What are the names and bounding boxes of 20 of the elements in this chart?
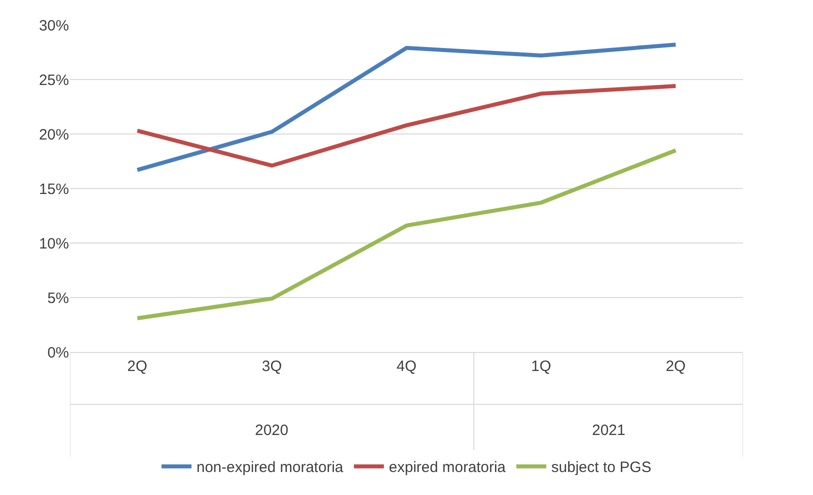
line-series (135, 84, 678, 168)
text: 2020 (255, 422, 288, 439)
line-series (135, 148, 678, 320)
legend-label: non-expired moratoria (196, 459, 344, 476)
y-tick-label: 20% (38, 126, 69, 144)
x-tick-label: 3Q (262, 358, 282, 375)
y-tick-label: 0% (47, 344, 69, 362)
legend-label: subject to PGS (551, 459, 652, 476)
x-tick-label: 4Q (396, 358, 417, 375)
legend-label: expired moratoria (388, 459, 506, 476)
x-tick-label: 2Q (127, 358, 148, 375)
x-tick-label: 2Q (666, 358, 686, 375)
x-tick-label: 1Q (531, 358, 552, 375)
y-tick-label: 25% (38, 72, 69, 89)
y-tick-label: 5% (47, 290, 69, 307)
y-tick-label: 15% (38, 180, 69, 198)
y-tick-label: 10% (38, 235, 69, 252)
text: 2021 (592, 422, 626, 439)
line-series (135, 42, 678, 172)
y-tick-label: 30% (38, 17, 69, 34)
